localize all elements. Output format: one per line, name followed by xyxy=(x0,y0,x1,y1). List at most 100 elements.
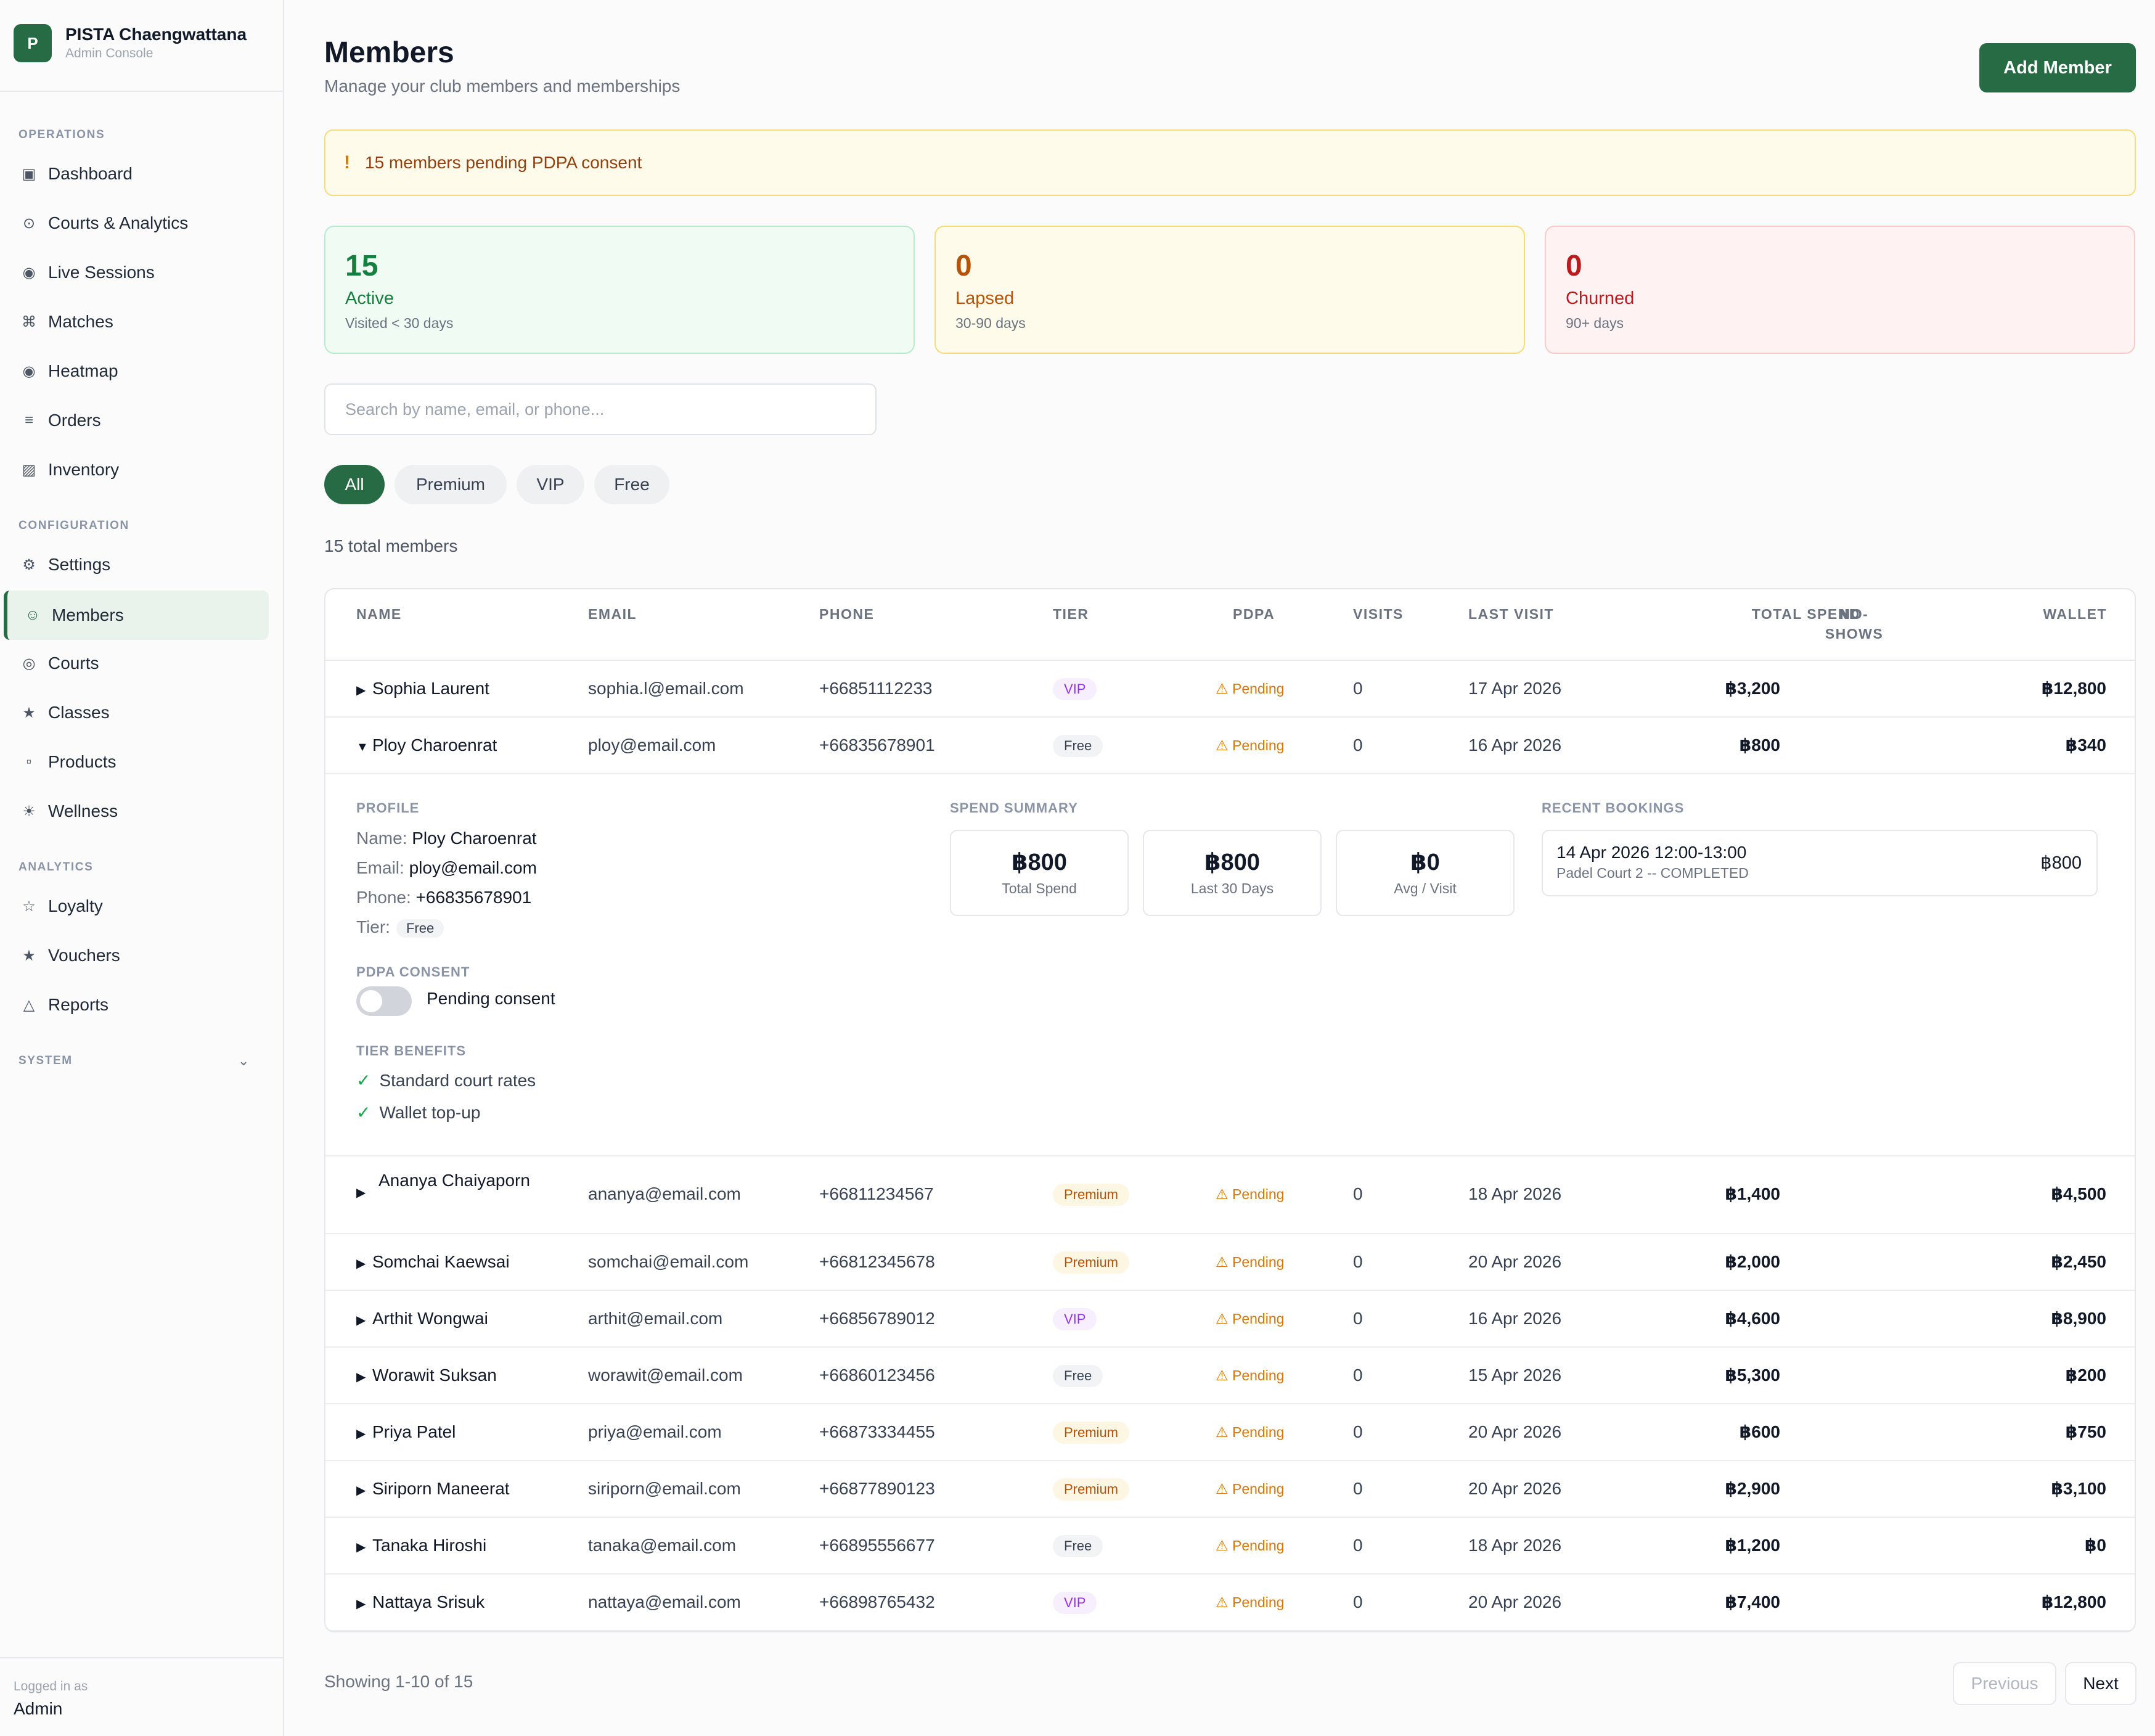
member-name[interactable]: ▶ Somchai Kaewsai xyxy=(356,1250,566,1275)
column-header-no-shows[interactable]: NO- SHOWS xyxy=(1825,606,1884,642)
stat-card-churned[interactable]: 0 Churned 90+ days xyxy=(1545,226,2135,354)
chevron-down-icon[interactable]: ⌄ xyxy=(238,1053,250,1068)
member-wallet: ฿340 xyxy=(2065,735,2106,755)
member-name[interactable]: ▶ Arthit Wongwai xyxy=(356,1307,566,1332)
column-header-tier[interactable]: TIER xyxy=(1053,606,1089,622)
heatmap-icon: ◉ xyxy=(22,362,36,380)
stat-card-lapsed[interactable]: 0 Lapsed 30-90 days xyxy=(934,226,1525,354)
member-email: somchai@email.com xyxy=(588,1252,749,1271)
member-name[interactable]: ▶ Priya Patel xyxy=(356,1420,566,1446)
sidebar-item-vouchers[interactable]: ★ Vouchers xyxy=(4,931,269,980)
add-member-button[interactable]: Add Member xyxy=(1979,43,2136,92)
expand-right-icon[interactable]: ▶ xyxy=(356,1427,366,1441)
column-header-name[interactable]: NAME xyxy=(356,606,402,622)
sidebar-item-classes[interactable]: ★ Classes xyxy=(4,688,269,737)
column-header-last-visit[interactable]: LAST VISIT xyxy=(1468,606,1554,622)
member-name[interactable]: ▶ Ananya Chaiyaporn xyxy=(356,1169,566,1200)
table-row[interactable]: ▶ Sophia Laurent sophia.l@email.com +668511… xyxy=(325,661,2135,718)
sidebar-item-orders[interactable]: ≡ Orders xyxy=(4,396,269,445)
sidebar-item-products[interactable]: ▫ Products xyxy=(4,737,269,787)
search-input[interactable] xyxy=(324,383,877,435)
next-page-button[interactable]: Next xyxy=(2065,1662,2137,1705)
table-row[interactable]: ▶ Somchai Kaewsai somchai@email.com +668123… xyxy=(325,1234,2135,1291)
spend-card-last-30: ฿800 Last 30 Days xyxy=(1143,830,1322,916)
table-row[interactable]: ▶ Nattaya Srisuk nattaya@email.com +6689876… xyxy=(325,1574,2135,1631)
pdpa-consent-toggle[interactable] xyxy=(356,986,412,1016)
courts-icon: ◎ xyxy=(22,655,36,672)
member-name[interactable]: ▶ Sophia Laurent xyxy=(356,677,566,702)
orders-icon: ≡ xyxy=(24,412,33,428)
filter-premium[interactable]: Premium xyxy=(395,465,507,504)
expand-right-icon[interactable]: ▶ xyxy=(356,1597,366,1611)
sidebar-item-dashboard[interactable]: ▣ Dashboard xyxy=(4,149,269,199)
filter-vip[interactable]: VIP xyxy=(517,465,584,504)
pdpa-status-badge: ⚠ Pending xyxy=(1216,681,1285,697)
settings-icon: ⚙ xyxy=(22,556,36,573)
sidebar-item-live-sessions[interactable]: ◉ Live Sessions xyxy=(4,248,269,297)
column-header-visits[interactable]: VISITS xyxy=(1353,606,1404,622)
member-visits: 0 xyxy=(1353,1592,1363,1611)
table-row[interactable]: ▶ Ananya Chaiyaporn ananya@email.com +66811… xyxy=(325,1157,2135,1234)
filter-all[interactable]: All xyxy=(324,465,385,504)
sidebar-item-loyalty[interactable]: ☆ Loyalty xyxy=(4,882,269,931)
sidebar-item-heatmap[interactable]: ◉ Heatmap xyxy=(4,346,269,396)
expand-right-icon[interactable]: ▶ xyxy=(356,1186,366,1200)
sidebar-item-inventory[interactable]: ▨ Inventory xyxy=(4,445,269,494)
previous-page-button[interactable]: Previous xyxy=(1953,1662,2056,1705)
profile-label: PROFILE xyxy=(356,800,420,816)
member-name[interactable]: ▶ Nattaya Srisuk xyxy=(356,1591,566,1616)
table-row[interactable]: ▶ Tanaka Hiroshi tanaka@email.com +66895556… xyxy=(325,1518,2135,1574)
column-header-email[interactable]: EMAIL xyxy=(588,606,637,622)
tier-badge: Premium xyxy=(1053,1422,1130,1444)
member-total-spend: ฿600 xyxy=(1739,1422,1780,1441)
table-row[interactable]: ▶ Siriporn Maneerat siriporn@email.com +668… xyxy=(325,1461,2135,1518)
pdpa-status-badge: ⚠ Pending xyxy=(1216,1424,1285,1440)
brand[interactable]: P PISTA Chaengwattana Admin Console xyxy=(14,23,247,63)
member-total-spend: ฿1,200 xyxy=(1725,1536,1780,1555)
member-email: ploy@email.com xyxy=(588,735,716,755)
column-header-phone[interactable]: PHONE xyxy=(819,606,875,622)
member-name[interactable]: ▶ Siriporn Maneerat xyxy=(356,1477,566,1502)
member-email: ananya@email.com xyxy=(588,1184,741,1203)
member-name[interactable]: ▼ Ploy Charoenrat xyxy=(356,734,566,759)
booking-item[interactable]: 14 Apr 2026 12:00-13:00 Padel Court 2 --… xyxy=(1542,830,2098,896)
expand-right-icon[interactable]: ▶ xyxy=(356,1484,366,1497)
table-row[interactable]: ▼ Ploy Charoenrat ploy@email.com +668356789… xyxy=(325,718,2135,774)
member-email: nattaya@email.com xyxy=(588,1592,741,1611)
stat-sub: Visited < 30 days xyxy=(345,315,454,331)
pdpa-alert: ! 15 members pending PDPA consent xyxy=(324,129,2136,196)
divider xyxy=(0,1657,284,1658)
section-label-system[interactable]: SYSTEM xyxy=(18,1054,73,1067)
booking-amount: ฿800 xyxy=(2040,853,2082,873)
column-header-pdpa[interactable]: PDPA xyxy=(1233,606,1275,622)
table-row[interactable]: ▶ Priya Patel priya@email.com +66873334455 P… xyxy=(325,1404,2135,1461)
expand-right-icon[interactable]: ▶ xyxy=(356,1314,366,1327)
page-subtitle: Manage your club members and memberships xyxy=(324,76,681,96)
expand-right-icon[interactable]: ▶ xyxy=(356,684,366,697)
sidebar-item-members[interactable]: ☺ Members xyxy=(4,591,269,640)
column-header-wallet[interactable]: WALLET xyxy=(2043,606,2107,622)
member-name[interactable]: ▶ Worawit Suksan xyxy=(356,1364,566,1389)
member-wallet: ฿200 xyxy=(2065,1365,2106,1385)
sidebar-item-matches[interactable]: ⌘ Matches xyxy=(4,297,269,346)
sidebar-item-courts[interactable]: ◎ Courts xyxy=(4,639,269,688)
sidebar-item-wellness[interactable]: ☀ Wellness xyxy=(4,787,269,836)
toggle-knob xyxy=(360,990,382,1012)
expand-right-icon[interactable]: ▶ xyxy=(356,1370,366,1384)
pdpa-status-badge: ⚠ Pending xyxy=(1216,1254,1285,1270)
sidebar-item-courts-analytics[interactable]: ⊙ Courts & Analytics xyxy=(4,199,269,248)
sidebar-item-settings[interactable]: ⚙ Settings xyxy=(4,540,269,589)
filter-free[interactable]: Free xyxy=(594,465,669,504)
expand-right-icon[interactable]: ▶ xyxy=(356,1541,366,1554)
member-name[interactable]: ▶ Tanaka Hiroshi xyxy=(356,1534,566,1559)
expand-right-icon[interactable]: ▶ xyxy=(356,1257,366,1271)
stat-card-active[interactable]: 15 Active Visited < 30 days xyxy=(324,226,915,354)
column-header-total-spend[interactable]: TOTAL SPEND xyxy=(1751,606,1860,622)
sidebar-item-reports[interactable]: △ Reports xyxy=(4,980,269,1030)
expand-down-icon[interactable]: ▼ xyxy=(356,740,369,754)
booking-time: 14 Apr 2026 12:00-13:00 xyxy=(1556,843,1747,862)
profile-phone: Phone: +66835678901 xyxy=(356,888,532,907)
table-row[interactable]: ▶ Arthit Wongwai arthit@email.com +66856789… xyxy=(325,1291,2135,1348)
member-total-spend: ฿2,900 xyxy=(1725,1479,1780,1498)
table-row[interactable]: ▶ Worawit Suksan worawit@email.com +6686012… xyxy=(325,1348,2135,1404)
